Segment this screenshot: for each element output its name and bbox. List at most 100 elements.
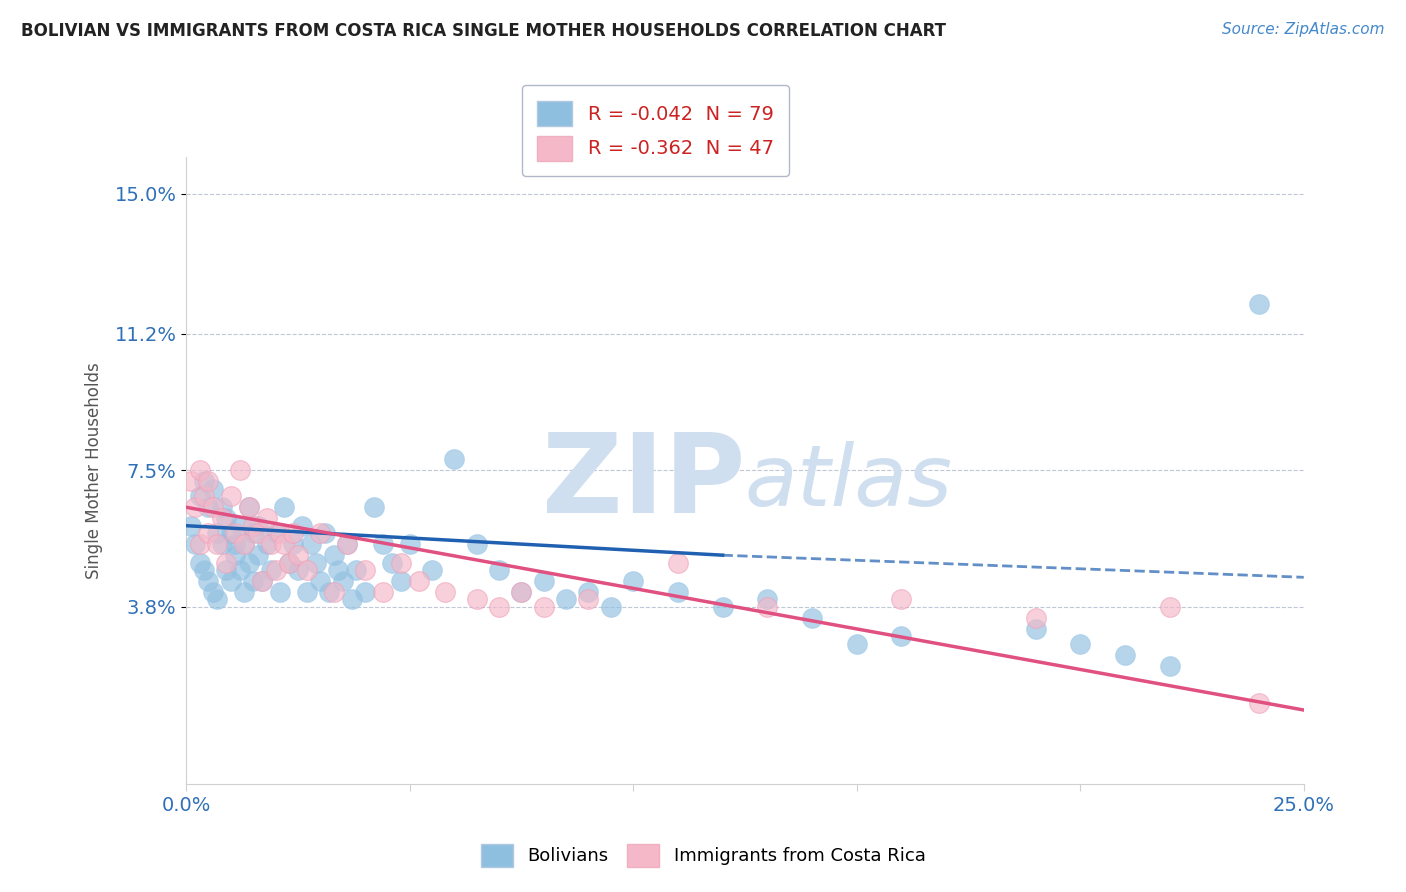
Point [269,585,291,599]
Point [322,585,344,599]
Point [184,500,207,515]
Point [621,574,644,588]
Point [229,563,252,577]
Point [207,526,229,541]
Point [326,563,349,577]
Legend: R = -0.042  N = 79, R = -0.362  N = 47: R = -0.042 N = 79, R = -0.362 N = 47 [522,86,789,176]
Point [197,574,219,588]
Point [309,574,332,588]
Point [211,537,233,551]
Point [420,563,443,577]
Point [756,592,779,607]
Point [465,537,488,551]
Point [666,585,689,599]
Point [295,585,318,599]
Text: ZIP: ZIP [541,429,745,536]
Point [278,556,301,570]
Point [801,611,824,625]
Text: BOLIVIAN VS IMMIGRANTS FROM COSTA RICA SINGLE MOTHER HOUSEHOLDS CORRELATION CHAR: BOLIVIAN VS IMMIGRANTS FROM COSTA RICA S… [21,22,946,40]
Point [238,556,260,570]
Point [389,556,412,570]
Point [238,500,260,515]
Point [465,592,488,607]
Point [756,599,779,614]
Point [299,537,322,551]
Point [180,518,202,533]
Point [578,592,600,607]
Point [193,475,215,489]
Point [295,563,318,577]
Point [371,585,394,599]
Point [336,537,359,551]
Point [188,489,211,503]
Point [1159,599,1181,614]
Point [246,548,269,562]
Point [229,463,252,477]
Point [533,574,555,588]
Point [322,548,344,562]
Point [278,556,301,570]
Point [488,599,510,614]
Point [219,574,242,588]
Point [434,585,457,599]
Point [215,563,238,577]
Point [389,574,412,588]
Point [233,585,256,599]
Point [188,537,211,551]
Point [283,537,305,551]
Point [273,500,295,515]
Point [224,548,246,562]
Point [250,574,273,588]
Point [273,537,295,551]
Point [890,592,912,607]
Point [344,563,367,577]
Point [287,548,309,562]
Point [371,537,394,551]
Point [287,563,309,577]
Point [242,518,264,533]
Point [599,599,621,614]
Point [1114,648,1136,662]
Point [260,563,283,577]
Point [269,526,291,541]
Point [188,463,211,477]
Point [666,556,689,570]
Point [219,489,242,503]
Point [533,599,555,614]
Point [180,475,202,489]
Point [256,537,278,551]
Point [336,537,359,551]
Point [1247,297,1270,311]
Point [332,574,354,588]
Point [363,500,385,515]
Point [201,585,224,599]
Point [219,526,242,541]
Point [1247,696,1270,710]
Point [260,537,283,551]
Point [229,518,252,533]
Point [224,526,246,541]
Point [510,585,533,599]
Point [381,556,404,570]
Point [488,563,510,577]
Point [224,537,246,551]
Point [184,537,207,551]
Point [233,537,256,551]
Point [408,574,430,588]
Point [242,574,264,588]
Point [215,556,238,570]
Point [309,526,332,541]
Point [242,526,264,541]
Point [211,511,233,525]
Point [246,518,269,533]
Point [340,592,363,607]
Point [207,537,229,551]
Point [201,500,224,515]
Point [283,526,305,541]
Point [211,500,233,515]
Y-axis label: Single Mother Households: Single Mother Households [86,362,103,579]
Point [197,475,219,489]
Point [207,592,229,607]
Point [256,511,278,525]
Point [443,452,465,467]
